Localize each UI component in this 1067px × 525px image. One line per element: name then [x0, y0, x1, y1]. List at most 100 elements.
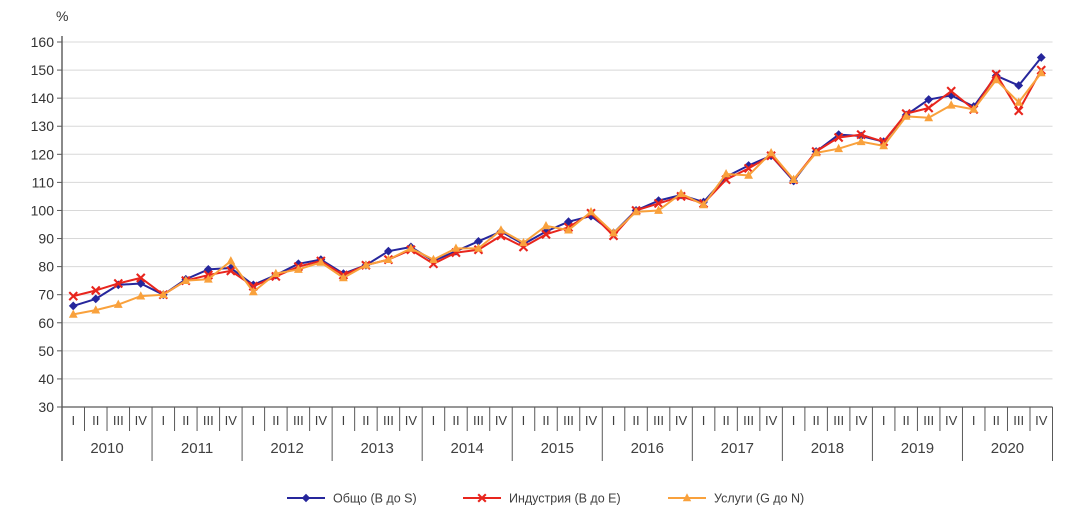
triangle-marker — [338, 272, 348, 282]
triangle-marker — [564, 225, 573, 234]
legend-label: Общо (B до S) — [333, 492, 417, 506]
y-tick-label: 70 — [38, 287, 54, 303]
quarter-label: III — [833, 413, 844, 428]
triangle-marker — [248, 286, 258, 296]
triangle-marker — [682, 493, 692, 502]
y-tick-label: 130 — [31, 118, 55, 134]
y-tick-label: 160 — [31, 34, 55, 50]
triangle-marker — [541, 221, 551, 230]
triangle-marker — [654, 205, 663, 214]
quarter-label: I — [342, 413, 346, 428]
quarter-label: II — [632, 413, 639, 428]
x-marker — [541, 229, 551, 240]
diamond-marker — [834, 130, 844, 140]
legend-label: Индустрия (B до E) — [509, 492, 621, 506]
quarter-label: I — [612, 413, 616, 428]
diamond-marker — [226, 263, 236, 273]
year-label: 2013 — [360, 440, 393, 457]
diamond-marker — [541, 227, 551, 236]
triangle-marker — [946, 100, 956, 109]
x-marker — [136, 273, 146, 283]
x-marker — [68, 291, 78, 301]
quarter-label: III — [653, 413, 664, 428]
triangle-marker — [496, 225, 506, 234]
quarter-label: IV — [1035, 413, 1048, 428]
y-tick-label: 60 — [38, 315, 54, 331]
triangle-marker — [924, 112, 934, 122]
triangle-marker — [609, 228, 618, 237]
diamond-marker — [301, 493, 311, 503]
quarter-label: III — [563, 413, 574, 428]
quarter-label: IV — [765, 413, 778, 428]
y-tick-label: 100 — [31, 202, 55, 218]
quarter-label: I — [71, 413, 75, 428]
y-tick-label: 50 — [38, 343, 54, 359]
quarter-label: I — [161, 413, 165, 428]
quarter-label: I — [252, 413, 256, 428]
quarter-label: I — [522, 413, 526, 428]
triangle-marker — [991, 75, 1001, 84]
quarter-label: I — [792, 413, 796, 428]
diamond-marker — [91, 294, 101, 304]
year-label: 2018 — [811, 440, 844, 457]
diamond-marker — [924, 95, 934, 104]
triangle-marker — [271, 268, 281, 278]
triangle-marker — [181, 275, 191, 285]
x-marker — [91, 285, 101, 296]
quarter-label: II — [542, 413, 549, 428]
x-marker — [856, 129, 866, 140]
triangle-marker — [519, 237, 528, 247]
triangle-marker — [68, 309, 78, 318]
x-marker — [1013, 106, 1024, 116]
quarter-label: IV — [945, 413, 958, 428]
triangle-marker — [969, 104, 979, 113]
year-label: 2019 — [901, 440, 934, 457]
triangle-marker — [406, 243, 416, 252]
y-tick-label: 40 — [38, 371, 54, 387]
series-line-x — [73, 69, 1043, 298]
triangle-marker — [113, 299, 123, 308]
triangle-marker — [676, 188, 686, 198]
triangle-marker — [721, 169, 731, 178]
diamond-marker — [474, 236, 483, 246]
x-marker — [923, 103, 934, 113]
triangle-marker — [901, 111, 911, 120]
quarter-label: IV — [225, 413, 238, 428]
quarter-label: III — [113, 413, 124, 428]
year-label: 2010 — [90, 440, 123, 457]
triangle-marker — [451, 243, 461, 252]
quarter-label: I — [702, 413, 706, 428]
quarter-label: III — [293, 413, 304, 428]
x-marker — [653, 198, 664, 209]
y-tick-label: 30 — [38, 399, 54, 415]
year-label: 2017 — [721, 440, 754, 457]
y-tick-label: 90 — [38, 231, 54, 247]
triangle-marker — [789, 174, 799, 183]
quarter-label: II — [92, 413, 99, 428]
triangle-marker — [879, 140, 889, 150]
triangle-marker — [834, 143, 844, 153]
x-marker — [991, 69, 1001, 80]
quarter-label: III — [1013, 413, 1024, 428]
quarter-label: IV — [405, 413, 418, 428]
y-tick-label: 150 — [31, 62, 55, 78]
quarter-label: II — [362, 413, 369, 428]
diamond-marker — [384, 246, 393, 256]
y-tick-label: 110 — [32, 174, 55, 190]
year-label: 2011 — [181, 440, 213, 457]
quarter-label: I — [972, 413, 976, 428]
diamond-marker — [68, 301, 78, 311]
diamond-marker — [293, 259, 303, 269]
triangle-marker — [811, 148, 821, 157]
x-marker — [477, 493, 487, 503]
quarter-label: IV — [855, 413, 868, 428]
x-marker — [113, 278, 124, 289]
year-label: 2015 — [541, 440, 574, 457]
quarter-label: I — [882, 413, 886, 428]
triangle-marker — [1014, 97, 1024, 106]
year-label: 2014 — [451, 440, 484, 457]
triangle-marker — [136, 291, 146, 300]
year-label: 2016 — [631, 440, 664, 457]
quarter-label: III — [383, 413, 394, 428]
triangle-marker — [158, 289, 168, 299]
